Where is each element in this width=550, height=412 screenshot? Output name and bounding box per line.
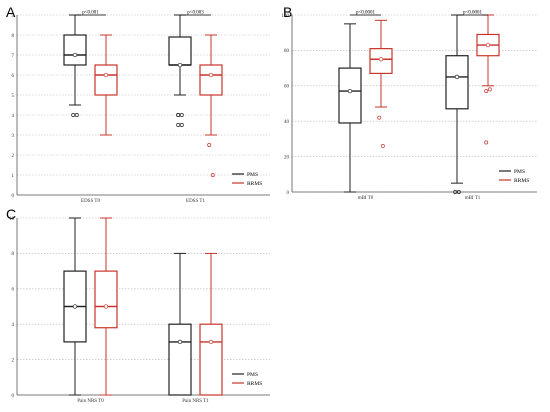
y-tick-label: 6 — [12, 288, 15, 293]
mean-marker — [485, 42, 491, 48]
legend-label-rrms: RRMS — [514, 178, 529, 184]
box-rrms-1 — [94, 217, 118, 396]
iqr-box — [168, 323, 192, 396]
mean-marker — [177, 62, 183, 68]
outlier-point — [179, 113, 184, 117]
box-rrms-1 — [94, 34, 118, 136]
y-tick-label: 40 — [284, 120, 290, 125]
y-tick-label: 0 — [12, 194, 15, 199]
y-tick-label: 0 — [12, 394, 15, 399]
outlier-point — [453, 190, 458, 194]
iqr-box — [63, 34, 87, 66]
x-category-label: EDSS T0 — [81, 199, 100, 204]
legend-label-rrms: RRMS — [247, 381, 262, 387]
mean-marker — [103, 304, 109, 309]
iqr-box — [199, 64, 223, 96]
legend-label-rrms: RRMS — [247, 181, 262, 187]
box-pms-1 — [63, 217, 87, 396]
x-category-label: Pain NRS T0 — [77, 399, 104, 404]
outlier-point — [210, 173, 215, 177]
legend-label-pms: PMS — [247, 372, 258, 378]
box-rrms-2 — [199, 252, 223, 396]
y-tick-label: 4 — [12, 323, 15, 328]
mean-marker — [378, 57, 384, 62]
legend-label-pms: PMS — [247, 172, 258, 178]
chart-panel-a: 0 1 2 3 4 5 6 7 8 9 EDSS T0 EDSS T1 p<0.001 p<0.003 PM… — [12, 11, 270, 204]
mean-marker — [177, 339, 183, 345]
outlier-point — [380, 144, 385, 148]
box-pms-2 — [168, 14, 192, 127]
y-tick-label: 6 — [12, 74, 15, 79]
p-value-label: p<0.001 — [82, 11, 99, 16]
y-tick-label: 8 — [12, 34, 15, 39]
outlier-point — [176, 123, 181, 127]
y-tick-label: 10 — [9, 217, 15, 222]
y-tick-label: 9 — [12, 14, 15, 19]
y-tick-label: 8 — [12, 252, 15, 257]
outlier-point — [74, 113, 79, 117]
y-tick-label: 4 — [12, 114, 15, 119]
chart-panel-b: 0 20 40 60 80 100 mBI T0 mBI T1 p<0.0001 p<0.0001… — [282, 11, 537, 201]
outlier-point — [71, 113, 76, 117]
chart-panel-c: 0 2 4 6 8 10 Pain NRS T0 Pain NRS T1 PMS RRMS — [9, 217, 270, 404]
panel-letter-c: C — [6, 206, 16, 222]
p-value-label: p<0.0001 — [463, 11, 483, 16]
outlier-point — [484, 89, 489, 94]
iqr-box — [94, 64, 118, 96]
y-tick-label: 2 — [12, 358, 15, 363]
outlier-point — [377, 115, 382, 120]
x-category-label: mBI T1 — [465, 196, 481, 201]
mean-marker — [72, 304, 78, 309]
x-category-label: EDSS T1 — [186, 199, 205, 204]
p-value-label: p<0.0001 — [356, 11, 376, 16]
y-tick-label: 3 — [12, 134, 15, 139]
panel-letter-a: A — [6, 4, 16, 20]
box-pms-1 — [338, 23, 362, 193]
x-category-label: mBI T0 — [358, 196, 374, 201]
mean-marker — [208, 339, 214, 345]
iqr-box — [445, 55, 469, 110]
iqr-box — [168, 36, 192, 66]
box-rrms-2 — [476, 14, 500, 145]
outlier-point — [456, 190, 461, 194]
legend-label-pms: PMS — [514, 169, 525, 175]
y-tick-label: 60 — [284, 85, 290, 90]
iqr-box — [338, 67, 362, 124]
mean-marker — [103, 72, 109, 78]
mean-marker — [208, 72, 214, 78]
y-tick-label: 100 — [282, 14, 290, 19]
box-rrms-1 — [369, 19, 393, 148]
box-rrms-2 — [199, 34, 223, 177]
mean-marker — [72, 52, 78, 58]
box-pms-2 — [445, 14, 469, 194]
y-tick-label: 2 — [12, 154, 15, 159]
outlier-point — [487, 87, 492, 92]
panel-letter-b: B — [283, 4, 292, 20]
y-tick-label: 5 — [12, 94, 15, 99]
y-tick-label: 20 — [284, 155, 290, 160]
outlier-point — [176, 113, 181, 117]
box-pms-2 — [168, 252, 192, 396]
y-tick-label: 7 — [12, 54, 15, 59]
box-pms-1 — [63, 14, 87, 117]
x-category-label: Pain NRS T1 — [182, 399, 209, 404]
y-tick-label: 0 — [287, 191, 290, 196]
y-tick-label: 80 — [284, 49, 290, 54]
mean-marker — [347, 88, 353, 94]
y-tick-label: 1 — [12, 174, 15, 179]
p-value-label: p<0.003 — [187, 11, 204, 16]
outlier-point — [179, 123, 184, 127]
mean-marker — [454, 74, 460, 80]
iqr-box — [94, 270, 118, 329]
iqr-box — [199, 323, 223, 396]
outlier-point — [484, 140, 489, 145]
outlier-point — [207, 143, 212, 147]
